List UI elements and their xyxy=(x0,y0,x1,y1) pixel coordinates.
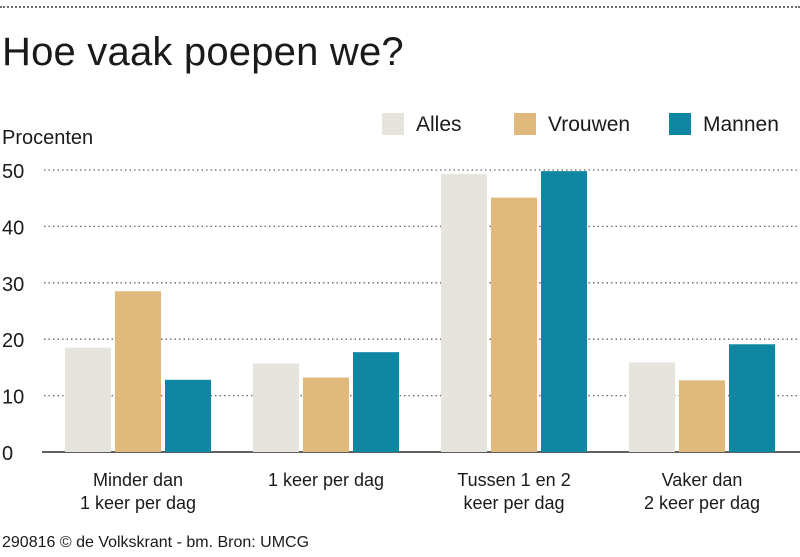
legend-label-vrouwen: Vrouwen xyxy=(548,113,630,136)
x-category-label: Minder dan xyxy=(93,470,183,490)
legend-label-mannen: Mannen xyxy=(703,113,779,136)
y-tick-label: 10 xyxy=(2,387,24,409)
y-tick-label: 30 xyxy=(2,274,24,296)
bar-mannen xyxy=(729,344,775,452)
bars xyxy=(65,171,775,453)
bar-mannen xyxy=(541,171,587,453)
bar-vrouwen xyxy=(491,197,537,452)
legend-swatch-vrouwen xyxy=(514,113,536,135)
y-tick-label: 20 xyxy=(2,330,24,352)
bar-mannen xyxy=(165,379,211,452)
y-tick-label: 40 xyxy=(2,217,24,239)
y-tick-label: 0 xyxy=(2,443,13,465)
chart-title: Hoe vaak poepen we? xyxy=(2,30,404,74)
x-category-label: 2 keer per dag xyxy=(644,493,760,513)
legend-swatch-mannen xyxy=(669,113,691,135)
bar-alles xyxy=(629,362,675,452)
bar-alles xyxy=(441,173,487,452)
footer-credit: 290816 © de Volkskrant - bm. Bron: UMCG xyxy=(2,534,310,551)
x-axis-labels: Minder dan 1 keer per dag 1 keer per dag Tu… xyxy=(80,470,760,513)
bar-vrouwen xyxy=(115,291,161,452)
bar-alles xyxy=(253,363,299,452)
x-category-label: Vaker dan xyxy=(662,470,743,490)
y-axis-label: Procenten xyxy=(2,127,93,149)
legend: Alles Vrouwen Mannen xyxy=(382,113,779,136)
y-tick-label: 50 xyxy=(2,161,24,183)
top-dotted-rule xyxy=(0,6,800,8)
legend-swatch-alles xyxy=(382,113,404,135)
bar-mannen xyxy=(353,352,399,452)
x-category-label: Tussen 1 en 2 xyxy=(457,470,570,490)
x-category-label: keer per dag xyxy=(463,493,564,513)
bar-vrouwen xyxy=(303,377,349,452)
bar-alles xyxy=(65,347,111,452)
y-axis: 0 10 20 30 40 50 Procenten xyxy=(2,127,93,465)
legend-label-alles: Alles xyxy=(416,113,462,136)
bar-vrouwen xyxy=(679,380,725,452)
x-category-label: 1 keer per dag xyxy=(268,470,384,490)
x-category-label: 1 keer per dag xyxy=(80,493,196,513)
